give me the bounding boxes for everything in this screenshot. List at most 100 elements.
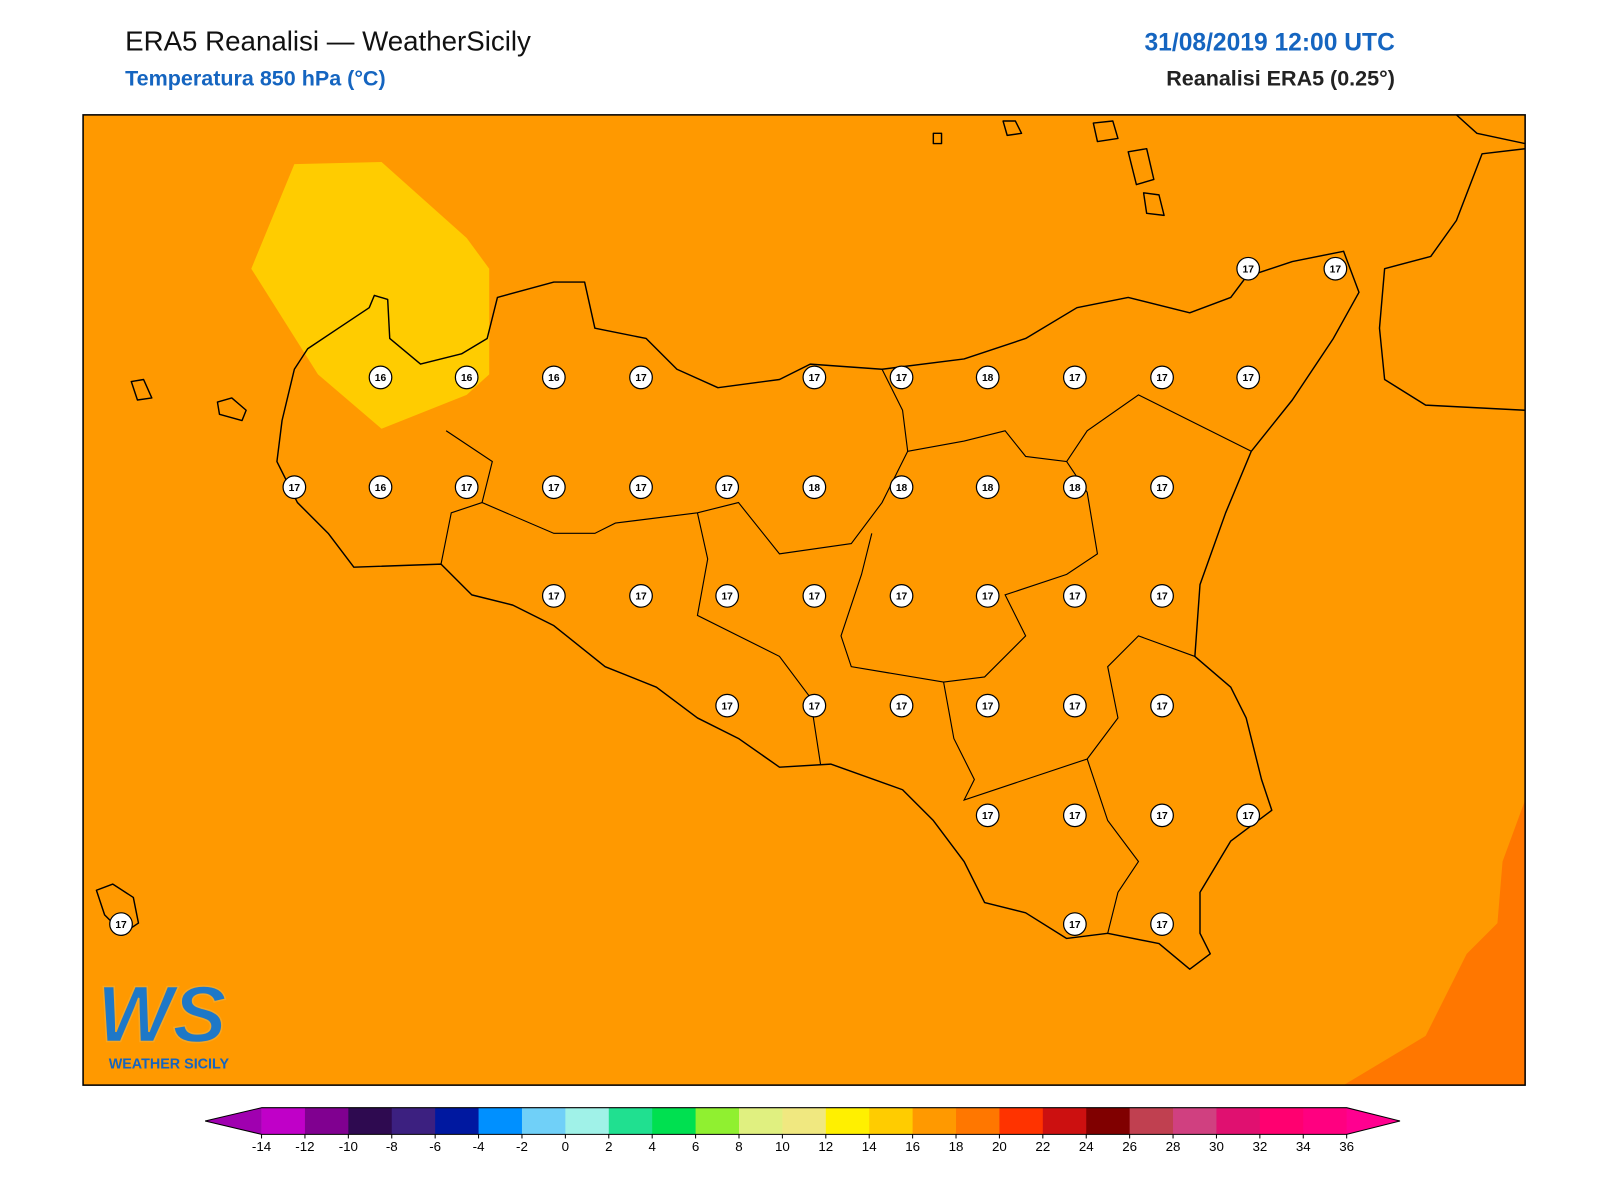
colorbar-tick-label: -4: [473, 1139, 485, 1154]
station-marker: [629, 583, 653, 608]
colorbar-tick-label: 6: [692, 1139, 699, 1154]
island: [1002, 120, 1023, 137]
station-marker: [541, 475, 566, 500]
calabria-coast: [1378, 148, 1526, 411]
station-value: 17: [809, 701, 821, 712]
station-value: 17: [115, 920, 127, 931]
station-marker: [1150, 693, 1174, 718]
station-marker: [802, 583, 827, 608]
colorbar-bin: [391, 1107, 436, 1135]
station-marker: [1323, 256, 1348, 281]
station-marker: [282, 475, 307, 500]
logo-mark: WS: [97, 970, 226, 1059]
station-value: 17: [289, 483, 301, 494]
station-value: 17: [809, 592, 821, 603]
station-value: 17: [1156, 483, 1168, 494]
subtitle: Temperatura 850 hPa (°C): [125, 67, 386, 91]
colorbar-tick-label: 24: [1079, 1139, 1094, 1154]
source: Reanalisi ERA5 (0.25°): [1166, 67, 1395, 91]
station-marker: [541, 365, 566, 390]
station-marker: [109, 912, 133, 936]
station-value: 17: [1069, 811, 1081, 822]
station-value: 18: [982, 483, 994, 494]
station-marker: [889, 693, 914, 718]
station-marker: [802, 475, 827, 500]
station-value: 17: [1069, 701, 1081, 712]
station-value: 17: [461, 483, 473, 494]
colorbar-bin: [435, 1107, 480, 1135]
colorbar-tick-label: 8: [735, 1139, 742, 1154]
station-marker: [1236, 256, 1261, 281]
station-value: 17: [1330, 264, 1342, 275]
colorbar-bin: [521, 1107, 566, 1135]
station-value: 17: [721, 592, 733, 603]
colorbar-tick-label: -2: [516, 1139, 528, 1154]
station-marker: [1062, 583, 1087, 608]
station-value: 18: [982, 373, 994, 384]
station-value: 18: [896, 483, 908, 494]
colorbar-tick-label: 30: [1209, 1139, 1224, 1154]
province-border: [440, 502, 483, 565]
station-marker: [1150, 583, 1174, 608]
station-value: 17: [1243, 811, 1255, 822]
colorbar-bin: [1173, 1107, 1217, 1135]
station-marker: [975, 803, 1000, 828]
station-value: 16: [375, 483, 387, 494]
colorbar-tick-label: -10: [339, 1139, 358, 1154]
colorbar: -14 -12 -10 -8 -6 -4 -2 0 2 4 6 8 10 12 14 16 18 20 22 24 26…: [205, 1107, 1401, 1154]
station-value: 17: [548, 592, 560, 603]
island: [216, 397, 247, 422]
colorbar-tick-label: 2: [605, 1139, 612, 1154]
colorbar-bin: [608, 1107, 653, 1135]
colorbar-tick-label: 28: [1166, 1139, 1181, 1154]
station-marker: [1062, 912, 1087, 936]
colorbar-bin: [348, 1107, 393, 1135]
map-frame: [82, 114, 1526, 1086]
colorbar-bin: [304, 1107, 349, 1135]
colorbar-tick-label: 36: [1339, 1139, 1354, 1154]
colorbar-tick-label: -14: [252, 1139, 272, 1154]
station-value: 17: [1156, 592, 1168, 603]
station-marker: [715, 583, 740, 608]
station-value: 17: [982, 811, 994, 822]
station-value: 17: [635, 483, 647, 494]
colorbar-tick-label: 0: [562, 1139, 569, 1154]
island: [932, 132, 943, 145]
station-marker: [802, 365, 827, 390]
province-border: [1086, 758, 1140, 934]
colorbar-bin: [261, 1107, 306, 1135]
station-value: 17: [548, 483, 560, 494]
colorbar-tick-label: 12: [818, 1139, 833, 1154]
colorbar-extend: [205, 1107, 262, 1135]
station-value: 17: [1156, 373, 1168, 384]
colorbar-tick-label: 18: [949, 1139, 964, 1154]
station-marker: [1150, 912, 1174, 936]
datetime: 31/08/2019 12:00 UTC: [1144, 30, 1395, 57]
island: [130, 378, 153, 401]
colorbar-tick-label: 14: [862, 1139, 877, 1154]
station-value: 17: [1069, 920, 1081, 931]
station-value: 17: [1156, 920, 1168, 931]
colorbar-bin: [999, 1107, 1044, 1135]
station-value: 17: [1069, 592, 1081, 603]
station-marker: [802, 693, 827, 718]
station-value: 17: [896, 373, 908, 384]
colorbar-bin: [956, 1107, 1000, 1135]
island: [95, 883, 140, 935]
colorbar-bin: [738, 1107, 783, 1135]
colorbar-tick-label: 34: [1296, 1139, 1311, 1154]
station-marker: [975, 693, 1000, 718]
island: [1142, 192, 1165, 217]
colorbar-extend: [1346, 1107, 1400, 1135]
station-marker: [1150, 365, 1174, 390]
station-value: 16: [461, 373, 473, 384]
station-marker: [715, 475, 740, 500]
station-marker: [368, 365, 393, 390]
colorbar-tick-label: 16: [905, 1139, 920, 1154]
station-value: 17: [1243, 264, 1255, 275]
island: [1092, 120, 1119, 143]
province-border: [943, 635, 1196, 801]
colorbar-bin: [695, 1107, 740, 1135]
